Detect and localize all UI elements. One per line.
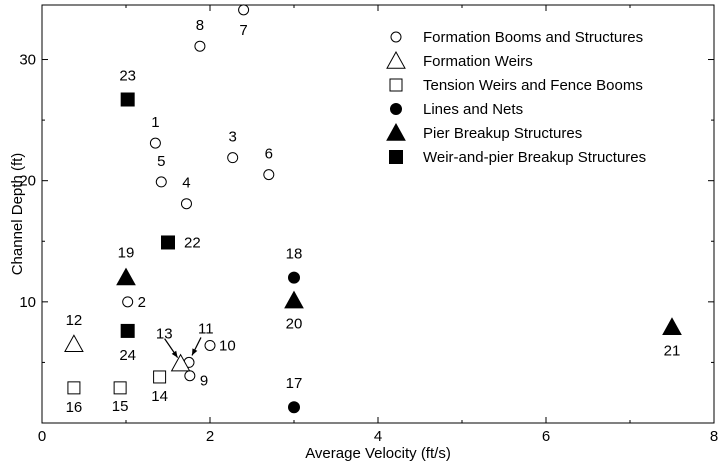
data-point-9 bbox=[184, 370, 196, 382]
legend-label-6: Weir-and-pier Breakup Structures bbox=[423, 149, 646, 166]
data-point-7 bbox=[238, 4, 250, 16]
legend-label-1: Formation Booms and Structures bbox=[423, 29, 643, 46]
data-point-1 bbox=[149, 137, 161, 149]
data-point-12 bbox=[64, 334, 84, 352]
point-label-14: 14 bbox=[151, 388, 168, 405]
point-label-21: 21 bbox=[664, 342, 681, 359]
legend: Formation Booms and Structures Formation … bbox=[386, 29, 646, 166]
point-label-20: 20 bbox=[286, 316, 303, 333]
data-point-23 bbox=[120, 92, 135, 107]
data-point-4 bbox=[180, 198, 192, 210]
legend-marker-2 bbox=[386, 50, 406, 69]
x-axis-label: Average Velocity (ft/s) bbox=[305, 445, 451, 462]
legend-marker-6 bbox=[389, 150, 403, 164]
data-point-20 bbox=[284, 290, 304, 309]
data-point-17 bbox=[288, 401, 300, 414]
x-tick-label: 4 bbox=[374, 428, 382, 445]
point-label-22: 22 bbox=[184, 234, 201, 251]
point-label-2: 2 bbox=[138, 294, 146, 311]
data-point-14 bbox=[153, 370, 167, 384]
plot-frame bbox=[41, 4, 715, 424]
point-label-11: 11 bbox=[198, 320, 214, 337]
data-point-13 bbox=[170, 353, 191, 372]
point-label-8: 8 bbox=[196, 17, 204, 34]
data-point-16 bbox=[67, 381, 81, 395]
point-label-5: 5 bbox=[157, 153, 165, 170]
y-tick-label: 20 bbox=[19, 173, 36, 190]
legend-label-4: Lines and Nets bbox=[423, 101, 523, 118]
legend-marker-5 bbox=[386, 122, 406, 141]
legend-marker-3 bbox=[389, 78, 403, 92]
point-label-16: 16 bbox=[66, 399, 83, 416]
point-label-15: 15 bbox=[112, 398, 129, 415]
point-label-17: 17 bbox=[286, 375, 303, 392]
point-label-24: 24 bbox=[119, 347, 136, 364]
point-label-1: 1 bbox=[151, 114, 159, 131]
data-point-24 bbox=[120, 323, 135, 338]
legend-label-3: Tension Weirs and Fence Booms bbox=[423, 77, 643, 94]
y-tick-label: 10 bbox=[19, 294, 36, 311]
point-label-23: 23 bbox=[119, 68, 136, 85]
y-tick-label: 30 bbox=[19, 52, 36, 69]
point-label-3: 3 bbox=[229, 129, 237, 146]
annotation-arrow-13-head bbox=[171, 350, 178, 358]
legend-label-5: Pier Breakup Structures bbox=[423, 125, 582, 142]
data-point-8 bbox=[194, 40, 206, 52]
data-point-21 bbox=[662, 317, 682, 335]
data-point-5 bbox=[155, 176, 167, 188]
y-axis-label: Channel Depth (ft) bbox=[9, 153, 26, 276]
legend-marker-1 bbox=[390, 31, 402, 43]
data-points bbox=[64, 4, 682, 414]
point-label-4: 4 bbox=[182, 175, 190, 192]
x-tick-label: 8 bbox=[710, 428, 718, 445]
x-tick-label: 2 bbox=[206, 428, 214, 445]
data-point-2 bbox=[122, 296, 134, 308]
data-point-22 bbox=[161, 235, 175, 250]
x-tick-label: 0 bbox=[38, 428, 46, 445]
point-label-12: 12 bbox=[66, 312, 83, 329]
point-label-6: 6 bbox=[265, 146, 273, 163]
point-label-18: 18 bbox=[286, 246, 303, 263]
point-label-19: 19 bbox=[118, 245, 135, 262]
data-point-6 bbox=[263, 169, 275, 181]
data-point-19 bbox=[116, 267, 136, 286]
point-label-13: 13 bbox=[156, 326, 173, 343]
data-point-15 bbox=[113, 381, 127, 395]
data-point-10 bbox=[204, 339, 216, 351]
annotation-arrow-11-head bbox=[192, 348, 198, 356]
legend-marker-4 bbox=[390, 103, 402, 115]
x-tick-label: 6 bbox=[542, 428, 550, 445]
data-point-18 bbox=[288, 271, 300, 284]
point-label-9: 9 bbox=[200, 373, 208, 390]
point-label-7: 7 bbox=[239, 22, 247, 39]
legend-label-2: Formation Weirs bbox=[423, 53, 533, 70]
data-point-3 bbox=[227, 152, 239, 164]
point-label-10: 10 bbox=[219, 337, 236, 354]
